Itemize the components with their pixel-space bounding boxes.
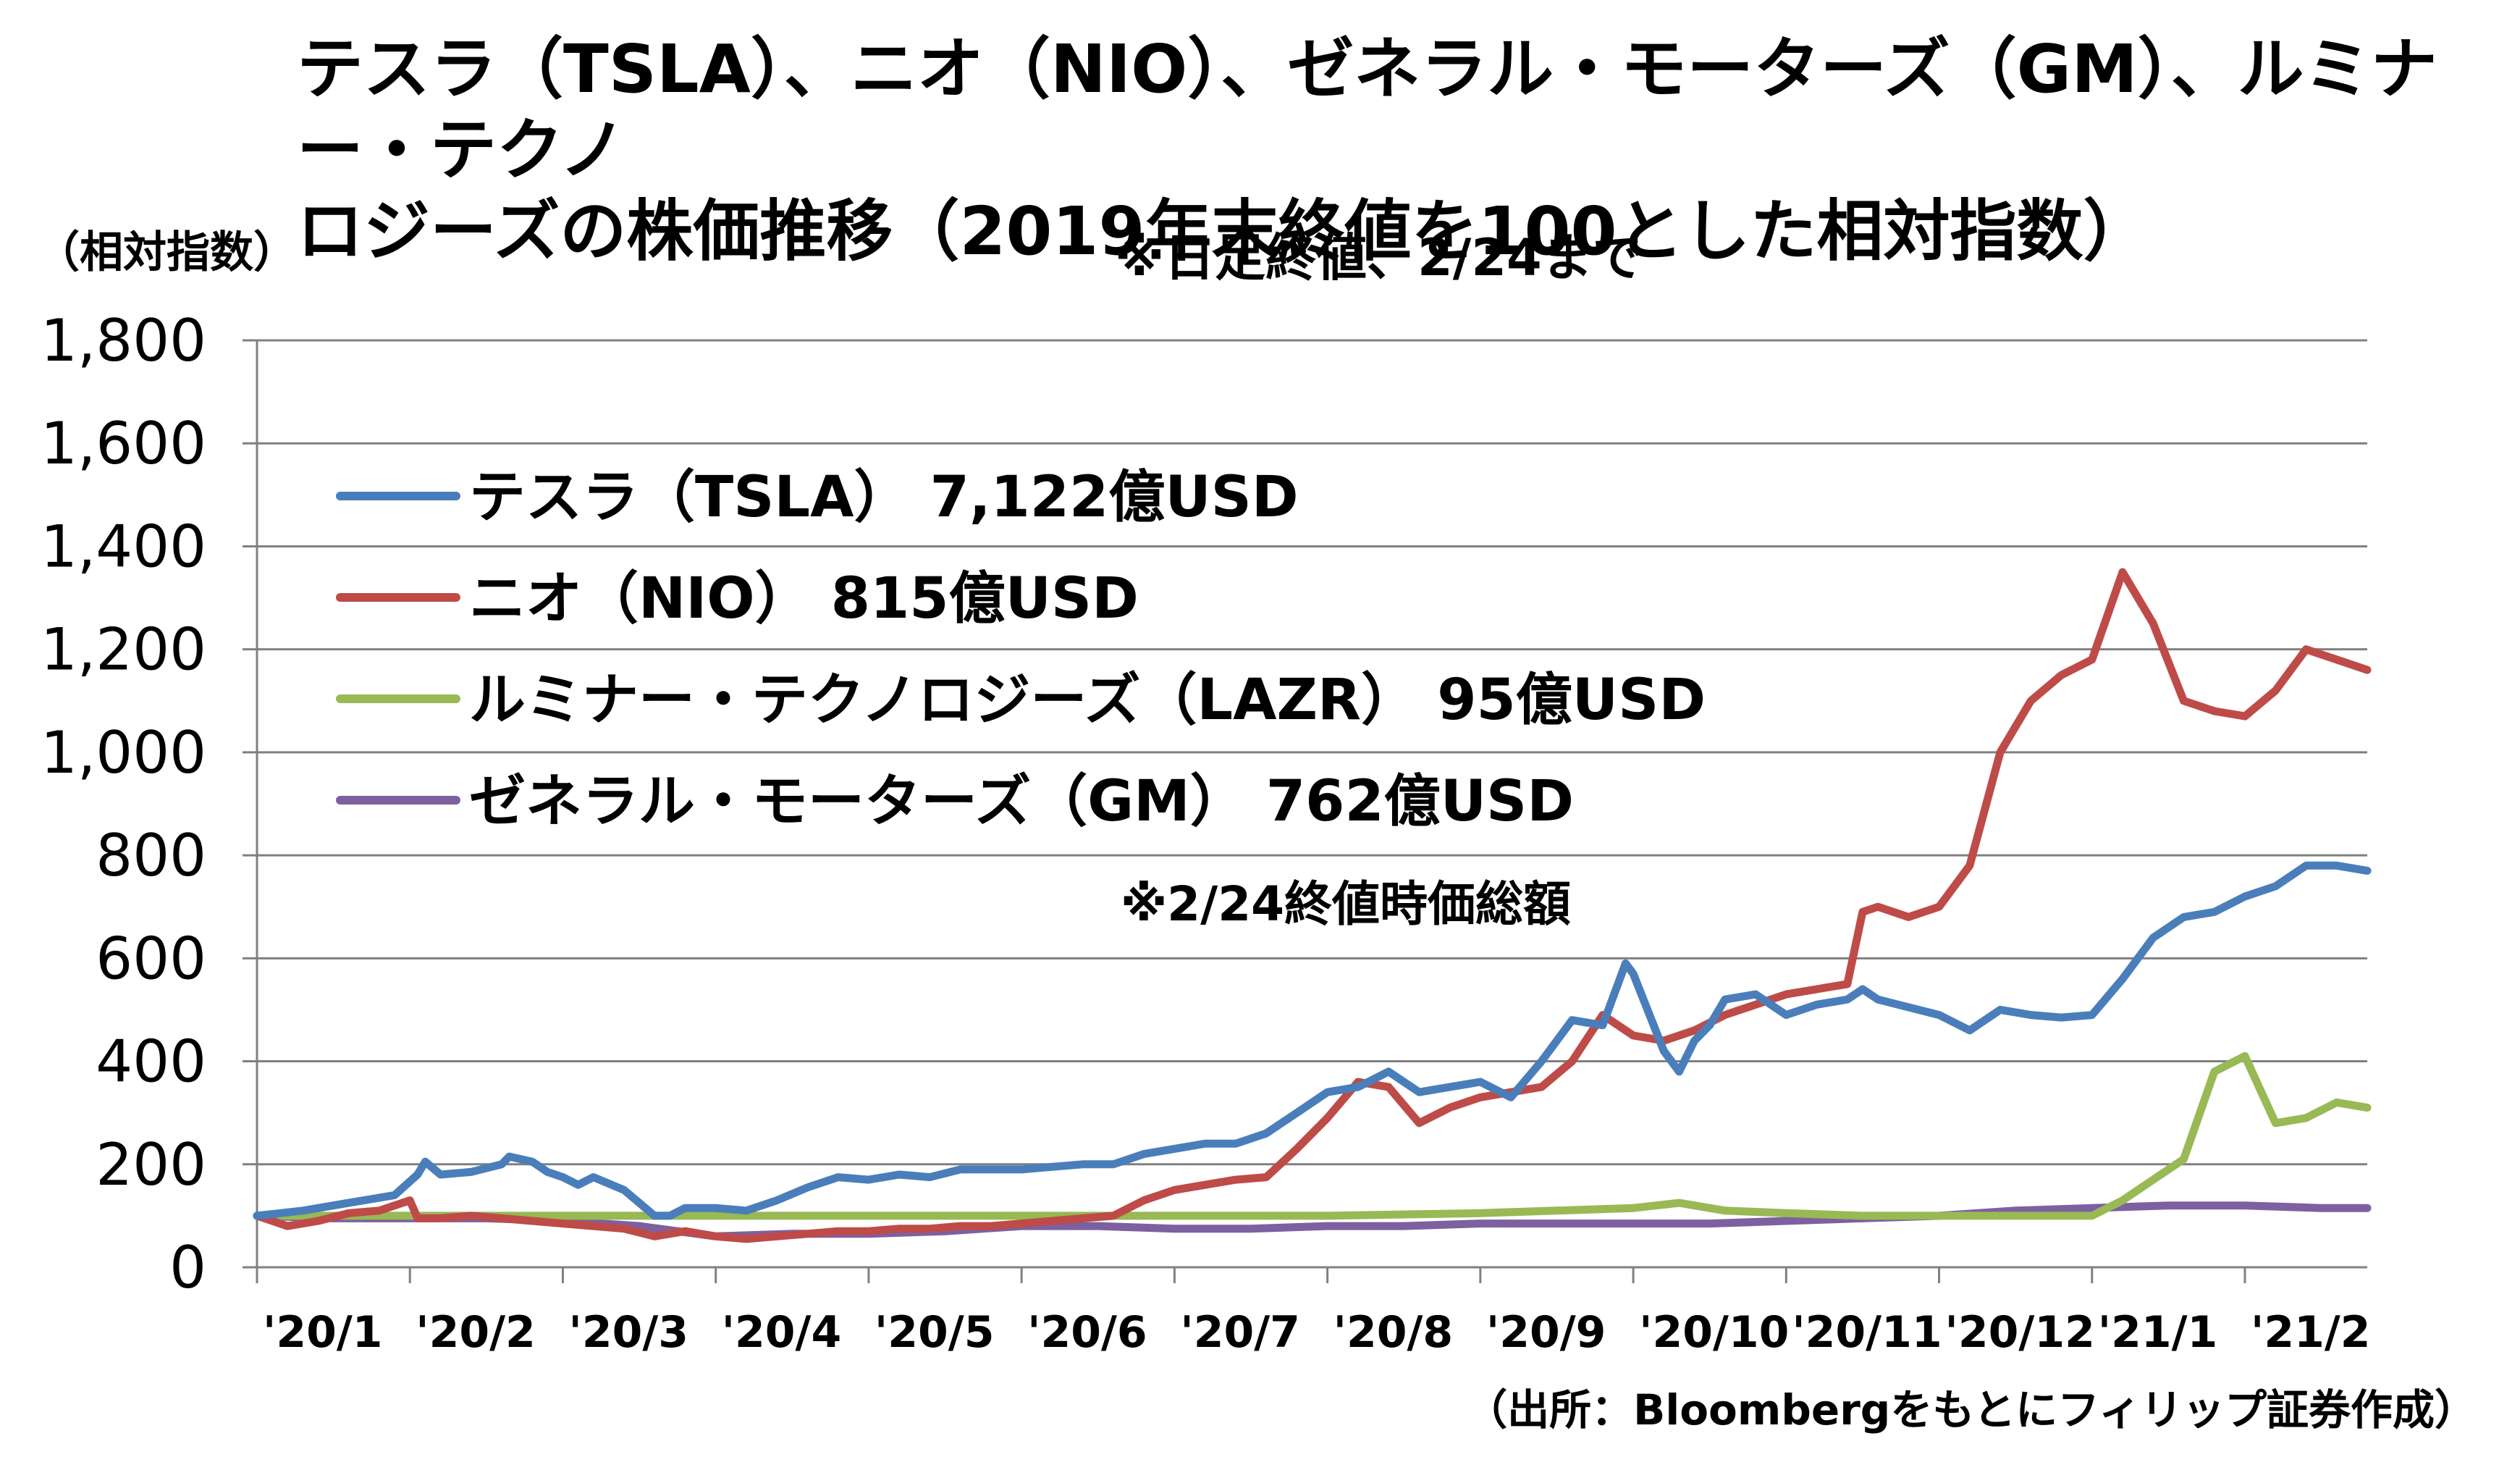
source-note: （出所：Bloombergをもとにフィリップ証券作成） xyxy=(1465,1385,2477,1435)
y-tick-label: 1,600 xyxy=(41,410,206,477)
x-tick-label: '20/7 xyxy=(1180,1307,1300,1358)
x-tick-label: '20/5 xyxy=(875,1307,995,1358)
x-tick-label: '20/2 xyxy=(416,1307,536,1358)
legend-label-gm: ゼネラル・モーターズ（GM） 762億USD xyxy=(469,769,1574,834)
y-tick-label: 1,400 xyxy=(41,513,206,580)
series-lines xyxy=(253,568,2372,1243)
x-tick-label: '20/3 xyxy=(568,1307,688,1358)
y-axis: 0 200 400 600 800 1,000 1,200 1,400 1,600 1,800 xyxy=(41,307,258,1301)
y-tick-label: 1,200 xyxy=(41,616,206,684)
legend-label-tsla: テスラ（TSLA） 7,122億USD xyxy=(469,465,1299,530)
y-axis-unit: （相対指数） xyxy=(36,227,297,278)
series-line-nio xyxy=(253,568,2372,1243)
series-line-lazr xyxy=(253,1051,2372,1220)
y-tick-label: 400 xyxy=(96,1028,206,1096)
x-tick-label: '21/2 xyxy=(2251,1307,2371,1358)
x-axis: '20/1 '20/2 '20/3 '20/4 '20/5 '20/6 '20/7 '20/8… xyxy=(256,1266,2371,1358)
series-line-tsla xyxy=(253,861,2372,1220)
x-tick-label: '20/12 xyxy=(1945,1307,2095,1358)
y-tick-label: 0 xyxy=(169,1234,206,1301)
x-tick-label: '20/8 xyxy=(1333,1307,1454,1358)
legend-label-lazr: ルミナー・テクノロジーズ（LAZR） 95億USD xyxy=(469,668,1706,733)
y-tick-label: 800 xyxy=(96,822,206,889)
y-tick-label: 600 xyxy=(96,925,206,992)
x-tick-label: '20/9 xyxy=(1486,1307,1606,1358)
x-tick-label: '20/6 xyxy=(1027,1307,1147,1358)
chart-note: ※日足終値、2/24まで xyxy=(1115,228,1643,287)
legend-label-nio: ニオ（NIO） 815億USD xyxy=(469,566,1139,631)
chart-title: テスラ（TSLA）、ニオ（NIO）、ゼネラル・モーターズ（GM）、ルミナー・テク… xyxy=(297,30,2437,270)
x-tick-label: '21/1 xyxy=(2098,1307,2218,1358)
x-tick-label: '20/4 xyxy=(722,1307,842,1358)
x-tick-label: '20/1 xyxy=(263,1307,383,1358)
x-tick-label: '20/10 xyxy=(1639,1307,1789,1358)
y-tick-label: 1,800 xyxy=(41,307,206,374)
x-tick-label: '20/11 xyxy=(1792,1307,1942,1358)
value-note: ※2/24終値時価総額 xyxy=(1121,876,1572,932)
y-tick-label: 1,000 xyxy=(41,719,206,786)
legend: テスラ（TSLA） 7,122億USD ニオ（NIO） 815億USD ルミナー・テ… xyxy=(336,465,1706,834)
y-tick-label: 200 xyxy=(96,1131,206,1198)
